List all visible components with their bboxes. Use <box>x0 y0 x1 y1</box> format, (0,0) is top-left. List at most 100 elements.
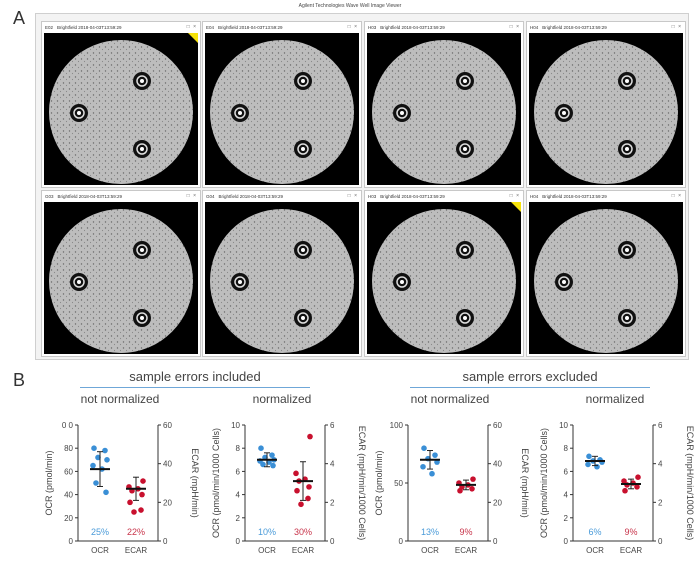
ocr-point <box>260 461 266 468</box>
well-tile[interactable]: G03 Brightfield 2018-04-03T13:59:29 □ × <box>41 190 201 357</box>
ocr-point <box>586 453 592 460</box>
ecar-point <box>622 487 628 494</box>
x-tick-label-ocr: OCR <box>258 546 276 555</box>
well-disc <box>49 209 193 353</box>
well-id: G04 <box>206 194 215 199</box>
left-tick-label: 0 <box>236 537 241 546</box>
left-tick-label: 10 <box>231 421 240 430</box>
probe-ring <box>136 75 148 87</box>
panel-b-label: B <box>13 370 26 390</box>
well-tile[interactable]: H04 Brightfield 2018-04-03T13:59:29 □ × <box>526 21 686 188</box>
ecar-point <box>127 499 133 506</box>
left-tick-label: 2 <box>236 514 241 523</box>
probe-center <box>140 147 144 151</box>
probe-ring <box>297 143 309 155</box>
well-image <box>367 33 521 185</box>
well-window-controls[interactable]: □ × <box>347 193 358 199</box>
x-tick-label-ecar: ECAR <box>292 546 314 555</box>
ecar-point <box>635 474 641 480</box>
well-label: Brightfield 2018-04-03T13:59:29 <box>380 25 445 30</box>
left-tick-label: 4 <box>564 491 569 500</box>
ecar-cv-label: 22% <box>127 527 145 537</box>
right-axis-title: ECAR (mpH/min/1000 Cells) <box>357 426 367 541</box>
probe-ring <box>297 312 309 324</box>
well-disc <box>372 40 516 184</box>
probe-ring <box>136 244 148 256</box>
left-tick-label: 0 <box>69 537 74 546</box>
ocr-point <box>429 470 435 477</box>
well-window-controls[interactable]: □ × <box>509 24 520 30</box>
well-id: H03 <box>368 194 377 199</box>
well-image <box>529 33 683 185</box>
well-window-controls[interactable]: □ × <box>347 24 358 30</box>
left-tick-label: 60 <box>64 467 73 476</box>
well-window-controls[interactable]: □ × <box>671 24 682 30</box>
ecar-point <box>298 501 304 508</box>
left-tick-label: 20 <box>64 514 73 523</box>
probe-ring <box>73 107 85 119</box>
probe-ring <box>297 75 309 87</box>
well-tile[interactable]: E04 Brightfield 2018-04-03T13:59:29 □ × <box>202 21 362 188</box>
well-titlebar: E02 Brightfield 2018-04-03T13:59:29 □ × <box>42 22 200 33</box>
well-id: G03 <box>45 194 54 199</box>
ocr-point <box>95 454 101 461</box>
x-tick-label-ecar: ECAR <box>620 546 642 555</box>
x-tick-label-ecar: ECAR <box>125 546 147 555</box>
well-image-viewer: E02 Brightfield 2018-04-03T13:59:29 □ × E04… <box>35 13 689 360</box>
probe-ring <box>234 107 246 119</box>
probe-center <box>463 248 467 252</box>
probe-center <box>625 316 629 320</box>
ecar-point <box>306 484 312 490</box>
chart-included-not-normalized: 0 20 40 60 80 0 0 0 20 40 60 OCR (pmol/min) ECAR (m… <box>44 421 200 555</box>
well-window-controls[interactable]: □ × <box>186 24 197 30</box>
well-label: Brightfield 2018-04-03T13:59:29 <box>57 25 122 30</box>
well-disc <box>534 209 678 353</box>
ocr-point <box>432 452 438 458</box>
well-tile[interactable]: H03 Brightfield 2018-04-03T13:59:29 □ × <box>364 21 524 188</box>
ocr-point <box>104 457 110 463</box>
left-axis-title: OCR (pmol/min/1000 Cells) <box>539 428 549 538</box>
probe-ring <box>459 244 471 256</box>
x-tick-label-ocr: OCR <box>421 546 439 555</box>
probe-center <box>301 316 305 320</box>
well-label: Brightfield 2018-04-03T13:59:29 <box>542 194 607 199</box>
well-label: Brightfield 2018-04-03T13:59:29 <box>380 194 445 199</box>
well-window-controls[interactable]: □ × <box>186 193 197 199</box>
well-tile[interactable]: H03 Brightfield 2018-04-03T13:59:29 □ × <box>364 190 524 357</box>
ecar-cv-label: 30% <box>294 527 312 537</box>
well-tile[interactable]: H04 Brightfield 2018-04-03T13:59:29 □ × <box>526 190 686 357</box>
left-axis-title: OCR (pmol/min) <box>44 450 54 515</box>
probe-center <box>463 79 467 83</box>
ocr-point <box>90 462 96 469</box>
right-tick-label: 2 <box>658 498 663 507</box>
ocr-cv-label: 25% <box>91 527 109 537</box>
left-tick-label: 50 <box>394 479 403 488</box>
probe-center <box>301 248 305 252</box>
probe-center <box>301 79 305 83</box>
ecar-cv-label: 9% <box>624 527 637 537</box>
probe-ring <box>621 143 633 155</box>
ocr-point <box>421 445 427 451</box>
ocr-point <box>103 489 109 496</box>
right-tick-label: 6 <box>658 421 663 430</box>
ocr-point <box>258 445 264 451</box>
well-window-controls[interactable]: □ × <box>671 193 682 199</box>
probe-ring <box>459 143 471 155</box>
well-tile[interactable]: G04 Brightfield 2018-04-03T13:59:29 □ × <box>202 190 362 357</box>
probe-ring <box>558 276 570 288</box>
right-tick-label: 60 <box>493 421 502 430</box>
right-tick-label: 4 <box>330 460 335 469</box>
ecar-point <box>138 507 144 513</box>
left-tick-label: 10 <box>559 421 568 430</box>
well-tile[interactable]: E02 Brightfield 2018-04-03T13:59:29 □ × <box>41 21 201 188</box>
probe-center <box>77 280 81 284</box>
well-id: H04 <box>530 194 539 199</box>
ocr-point <box>91 445 97 451</box>
probe-ring <box>396 107 408 119</box>
left-axis-title: OCR (pmol/min/1000 Cells) <box>211 428 221 538</box>
ocr-point <box>93 480 99 486</box>
chart-included-normalized: 0 2 4 6 8 10 0 2 4 6 OCR (pmol/min/1000 Cells) ECAR… <box>211 421 367 555</box>
ecar-cv-label: 9% <box>459 527 472 537</box>
well-label: Brightfield 2018-04-03T13:59:29 <box>57 194 123 199</box>
well-window-controls[interactable]: □ × <box>509 193 520 199</box>
